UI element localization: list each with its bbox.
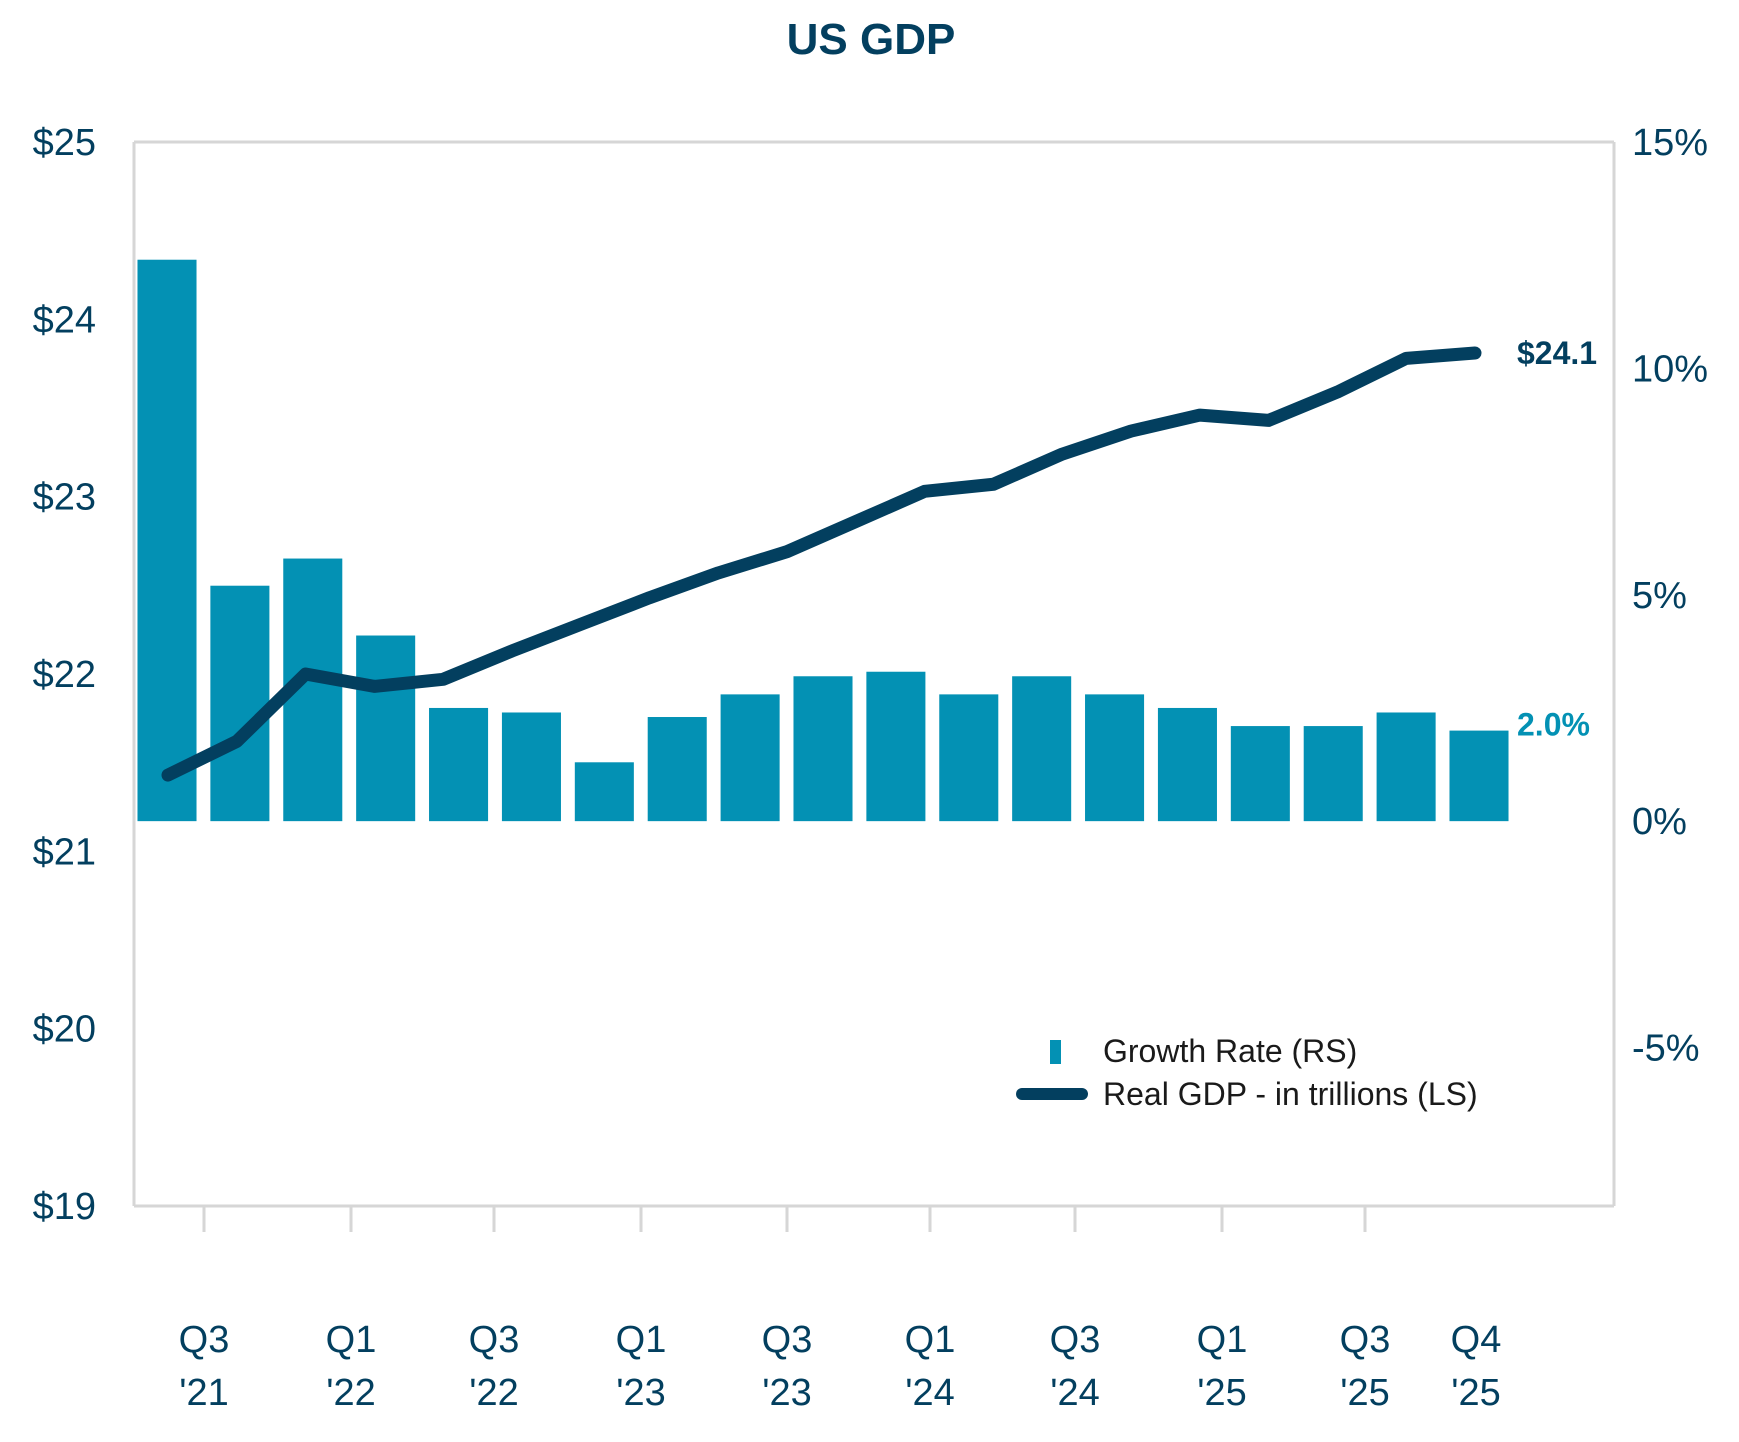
legend-bar-label: Growth Rate (RS) xyxy=(1103,1033,1357,1069)
x-axis: Q3 '21 Q1 '22 Q3 '22 Q1 '23 Q3 '23 Q1 '24 Q3 '24 Q1 '25… xyxy=(179,1206,1502,1414)
bar xyxy=(1449,730,1509,822)
x-tick-label: Q3 xyxy=(1050,1319,1101,1361)
legend: Growth Rate (RS) Real GDP - in trillions… xyxy=(1016,1033,1478,1112)
x-tick-label: Q4 xyxy=(1451,1319,1502,1361)
right-tick-label: 15% xyxy=(1632,122,1708,164)
bar xyxy=(1376,712,1436,822)
gdp-line xyxy=(161,346,1482,782)
right-tick-label: 0% xyxy=(1632,801,1687,843)
x-tick-label: '22 xyxy=(326,1372,376,1414)
x-tick-label: Q1 xyxy=(326,1319,377,1361)
bar xyxy=(647,717,707,822)
x-tick-label: '25 xyxy=(1197,1372,1247,1414)
x-tick-label: Q1 xyxy=(1197,1319,1248,1361)
bar xyxy=(793,676,853,822)
x-tick-label: '24 xyxy=(905,1372,955,1414)
x-tick-label: '21 xyxy=(179,1372,229,1414)
x-tick-label: '25 xyxy=(1340,1372,1390,1414)
x-tick-label: Q3 xyxy=(469,1319,520,1361)
bar xyxy=(501,712,561,822)
bar xyxy=(574,762,634,822)
right-tick-label: 10% xyxy=(1632,348,1708,390)
line-layer xyxy=(161,346,1482,782)
x-tick-label: '23 xyxy=(616,1372,666,1414)
bar xyxy=(1230,726,1290,822)
bar xyxy=(356,635,416,822)
right-tick-label: -5% xyxy=(1632,1028,1700,1070)
x-tick-label: Q3 xyxy=(1340,1319,1391,1361)
left-tick-label: $24 xyxy=(33,299,96,341)
x-tick-label: '22 xyxy=(469,1372,519,1414)
x-tick-label: Q1 xyxy=(905,1319,956,1361)
bar xyxy=(1012,676,1072,822)
chart-title: US GDP xyxy=(787,15,956,64)
left-tick-label: $19 xyxy=(33,1186,96,1228)
x-tick-label: Q1 xyxy=(616,1319,667,1361)
bars-layer xyxy=(137,259,1509,822)
bar-end-label: 2.0% xyxy=(1517,707,1590,743)
x-tick-label: '25 xyxy=(1451,1372,1501,1414)
legend-line-label: Real GDP - in trillions (LS) xyxy=(1103,1076,1478,1112)
left-axis: $19 $20 $21 $22 $23 $24 $25 xyxy=(33,122,96,1228)
x-tick-label: '24 xyxy=(1050,1372,1100,1414)
bar xyxy=(429,707,489,822)
left-tick-label: $23 xyxy=(33,477,96,519)
bar xyxy=(720,694,780,822)
bar xyxy=(1303,726,1363,822)
bar xyxy=(1085,694,1145,822)
right-axis: -5% 0% 5% 10% 15% xyxy=(1632,122,1708,1070)
left-tick-label: $20 xyxy=(33,1009,96,1051)
bar xyxy=(866,671,926,822)
left-tick-label: $25 xyxy=(33,122,96,164)
legend-bar-swatch xyxy=(1050,1040,1061,1064)
left-tick-label: $22 xyxy=(33,654,96,696)
bar xyxy=(210,585,270,822)
x-tick-label: Q3 xyxy=(179,1319,230,1361)
bar xyxy=(939,694,999,822)
plot-frame xyxy=(132,140,1616,1208)
right-tick-label: 5% xyxy=(1632,575,1687,617)
line-end-label: $24.1 xyxy=(1517,335,1597,371)
x-tick-label: Q3 xyxy=(762,1319,813,1361)
bar xyxy=(137,259,197,822)
x-tick-label: '23 xyxy=(762,1372,812,1414)
left-tick-label: $21 xyxy=(33,831,96,873)
bar xyxy=(1157,707,1217,822)
